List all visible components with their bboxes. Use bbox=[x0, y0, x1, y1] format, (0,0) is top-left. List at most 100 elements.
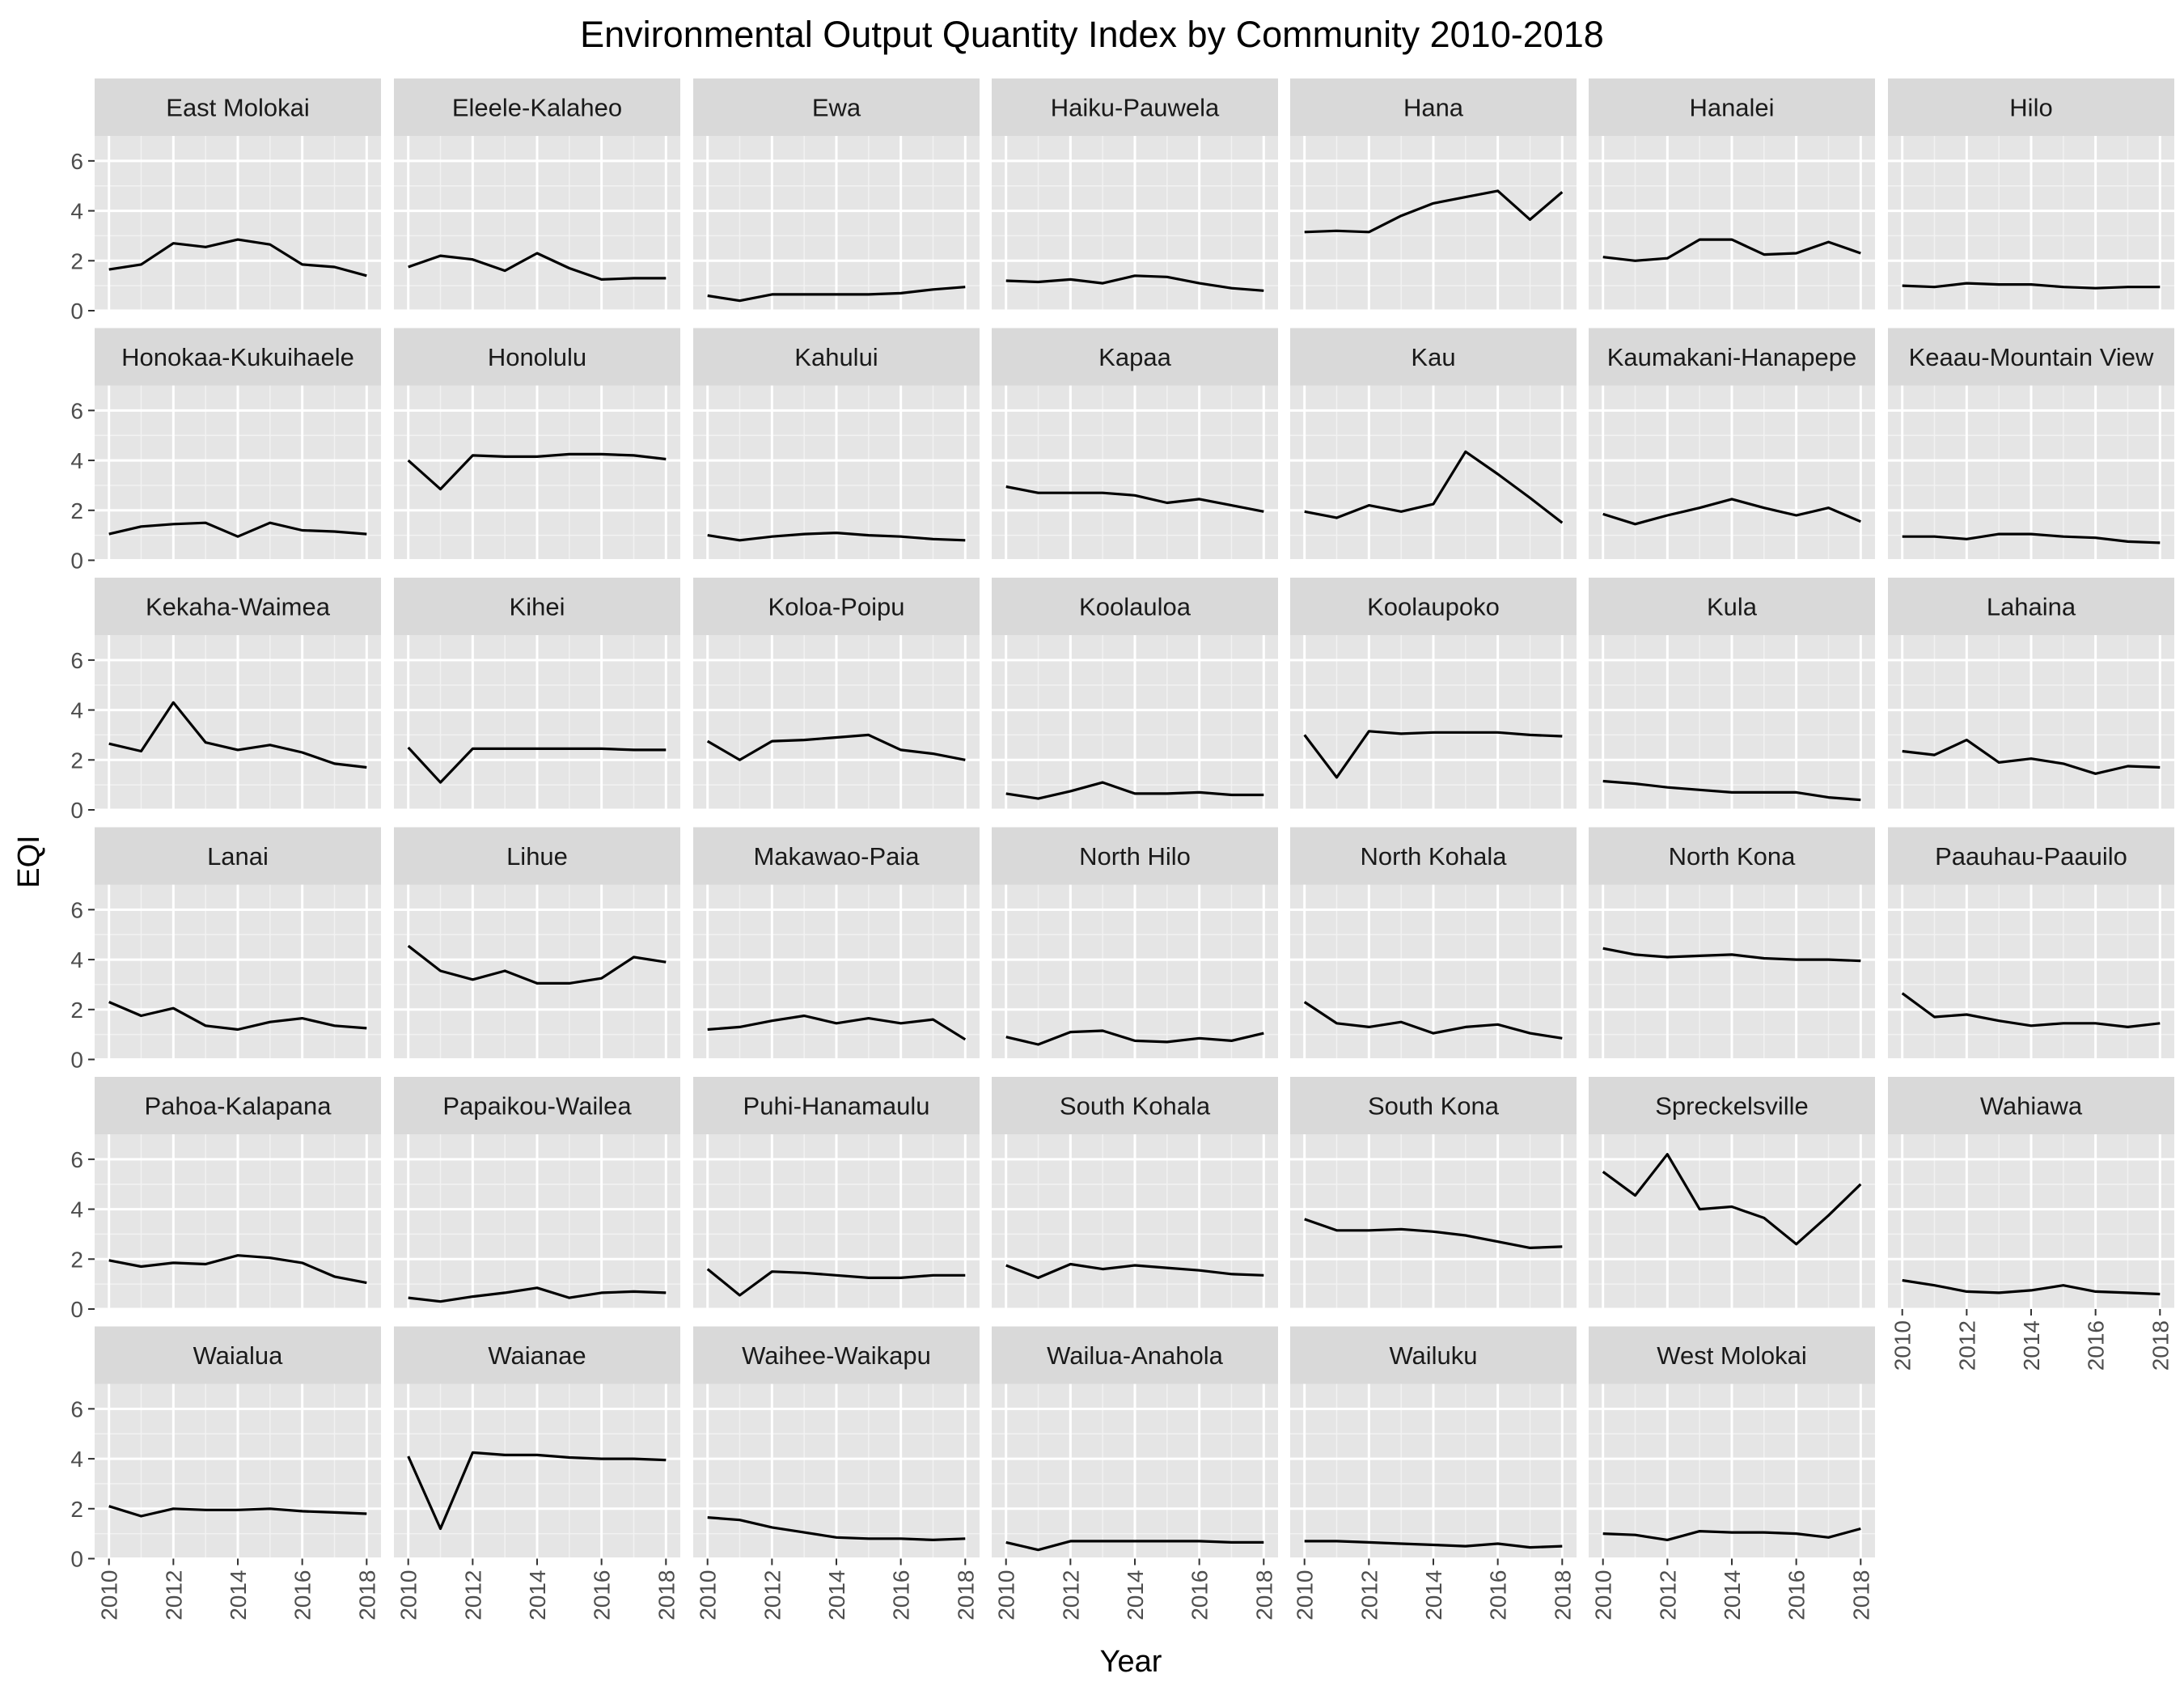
facet-strip-label: Lahaina bbox=[1987, 593, 2076, 621]
facet-strip bbox=[992, 1077, 1278, 1134]
facet-strip bbox=[1589, 78, 1875, 136]
facet-panel: Honolulu bbox=[394, 328, 680, 561]
facet-panel: Wailuku 2010 2012 2014 2016 2018 bbox=[1290, 1326, 1577, 1621]
facet-strip-label: Hanalei bbox=[1689, 94, 1774, 122]
x-tick-label: 2016 bbox=[590, 1570, 615, 1621]
series-line bbox=[1602, 947, 1861, 963]
y-tick-label: 6 bbox=[70, 1147, 83, 1172]
facet-panel: Keaau-Mountain View bbox=[1888, 328, 2174, 561]
facet-strip-label: Waihee-Waikapu bbox=[742, 1341, 931, 1370]
x-tick-label: 2012 bbox=[760, 1570, 785, 1621]
x-tick-label: 2010 bbox=[97, 1570, 122, 1621]
facet-strip-label: Koloa-Poipu bbox=[768, 593, 905, 621]
x-tick-label: 2016 bbox=[889, 1570, 914, 1621]
facet-strip-label: Haiku-Pauwela bbox=[1051, 94, 1220, 122]
series-line bbox=[408, 252, 667, 281]
series-line bbox=[1005, 781, 1264, 800]
facet-strip bbox=[1589, 328, 1875, 386]
facet-strip-label: Paauhau-Paauilo bbox=[1935, 842, 2127, 871]
facet-panel: Hana bbox=[1290, 78, 1577, 312]
facet-strip-label: Puhi-Hanamaulu bbox=[743, 1092, 930, 1121]
facet-strip bbox=[394, 1077, 680, 1134]
facet-panel: Pahoa-Kalapana 0 2 4 6 bbox=[70, 1077, 381, 1322]
x-tick-label: 2014 bbox=[824, 1570, 849, 1621]
facet-strip-label: Lihue bbox=[506, 842, 568, 871]
x-tick-label: 2014 bbox=[226, 1570, 251, 1621]
x-axis-title: Year bbox=[1100, 1645, 1162, 1679]
series-line bbox=[1602, 1153, 1862, 1246]
facet-strip-label: Kau bbox=[1411, 343, 1455, 371]
facet-panel: Kapaa bbox=[992, 328, 1278, 561]
facet-strip-label: South Kona bbox=[1368, 1092, 1500, 1121]
series-line bbox=[1005, 1262, 1264, 1280]
y-tick-label: 0 bbox=[70, 299, 83, 324]
facet-panel: Paauhau-Paauilo bbox=[1888, 827, 2174, 1061]
facet-panel: Lahaina bbox=[1888, 578, 2174, 811]
facet-panel: West Molokai 2010 2012 2014 2016 2018 bbox=[1589, 1326, 1875, 1621]
x-tick-label: 2016 bbox=[1486, 1570, 1511, 1621]
series-line bbox=[407, 944, 667, 985]
facet-strip bbox=[1888, 1077, 2174, 1134]
facet-strip-label: Pahoa-Kalapana bbox=[145, 1092, 332, 1121]
facet-strip-label: Keaau-Mountain View bbox=[1909, 343, 2154, 371]
facet-strip-label: North Kona bbox=[1669, 842, 1797, 871]
y-axis-title: EQI bbox=[12, 835, 46, 888]
x-tick-label: 2018 bbox=[354, 1570, 379, 1621]
y-tick-label: 2 bbox=[70, 1497, 83, 1522]
x-tick-label: 2014 bbox=[1123, 1570, 1148, 1621]
facet-panel: Kekaha-Waimea 0 2 4 6 bbox=[70, 578, 381, 823]
facet-strip-label: West Molokai bbox=[1657, 1341, 1807, 1370]
y-tick-label: 0 bbox=[70, 798, 83, 823]
series-line bbox=[1005, 485, 1264, 513]
x-tick-label: 2014 bbox=[525, 1570, 550, 1621]
facet-strip bbox=[394, 78, 680, 136]
facet-strip-label: Koolauloa bbox=[1079, 593, 1191, 621]
y-tick-label: 2 bbox=[70, 748, 83, 773]
series-line bbox=[1902, 532, 2161, 544]
series-line bbox=[1602, 238, 1861, 262]
x-tick-label: 2018 bbox=[953, 1570, 978, 1621]
x-tick-label: 2016 bbox=[290, 1570, 315, 1621]
facet-strip bbox=[693, 1077, 980, 1134]
facet-panel: South Kona bbox=[1290, 1077, 1577, 1311]
series-line bbox=[1005, 1540, 1264, 1552]
facet-panel: Waianae 2010 2012 2014 2016 2018 bbox=[394, 1326, 680, 1621]
series-line bbox=[1602, 1527, 1861, 1542]
facet-panel: Kula bbox=[1589, 578, 1875, 811]
series-line bbox=[407, 452, 667, 491]
facet-panel: Papaikou-Wailea bbox=[394, 1077, 680, 1311]
facet-strip-label: South Kohala bbox=[1060, 1092, 1211, 1121]
series-line bbox=[108, 238, 367, 278]
y-tick-label: 0 bbox=[70, 1048, 83, 1073]
facet-strip bbox=[693, 827, 980, 885]
facet-strip bbox=[95, 78, 381, 136]
facet-strip bbox=[95, 328, 381, 386]
series-line bbox=[1005, 1029, 1264, 1046]
facet-strip bbox=[394, 1326, 680, 1384]
series-line bbox=[407, 1451, 667, 1531]
facet-strip bbox=[1589, 578, 1875, 635]
facet-strip-label: Kahului bbox=[794, 343, 878, 371]
series-line bbox=[1902, 282, 2161, 290]
x-tick-label: 2018 bbox=[1251, 1570, 1276, 1621]
facet-strip-label: East Molokai bbox=[166, 94, 309, 122]
facet-panel: East Molokai 0 2 4 6 bbox=[70, 78, 381, 324]
y-tick-label: 2 bbox=[70, 248, 83, 273]
series-line bbox=[1303, 730, 1563, 779]
x-tick-label: 2010 bbox=[1890, 1320, 1915, 1371]
x-tick-label: 2018 bbox=[2148, 1320, 2173, 1371]
chart-title: Environmental Output Quantity Index by C… bbox=[580, 14, 1604, 55]
y-tick-label: 6 bbox=[70, 1396, 83, 1421]
facet-panel: Lanai 0 2 4 6 bbox=[70, 827, 381, 1073]
facet-strip bbox=[1290, 328, 1577, 386]
facet-panel: Hilo bbox=[1888, 78, 2174, 312]
facet-strip-label: Spreckelsville bbox=[1655, 1092, 1809, 1121]
facet-panel: Kau bbox=[1290, 328, 1577, 561]
x-tick-label: 2016 bbox=[2084, 1320, 2109, 1371]
x-tick-label: 2012 bbox=[1058, 1570, 1083, 1621]
facet-strip bbox=[1290, 78, 1577, 136]
y-tick-label: 4 bbox=[70, 947, 83, 972]
y-tick-label: 4 bbox=[70, 199, 83, 224]
facet-panels: East Molokai 0 2 4 6 Eleele-Kalaheo Ewa Haiku-P… bbox=[70, 78, 2174, 1621]
